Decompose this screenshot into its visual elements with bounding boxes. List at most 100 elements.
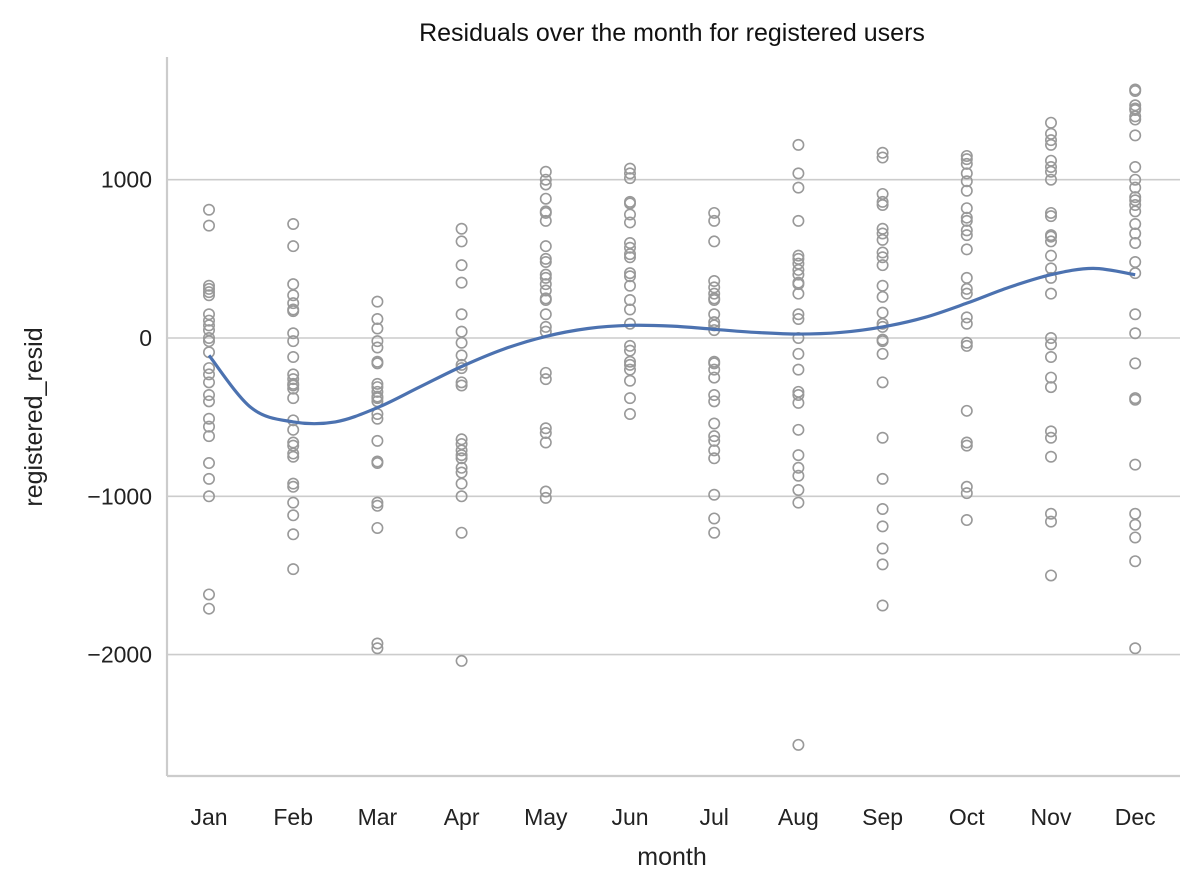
data-point xyxy=(1045,138,1058,151)
data-point xyxy=(623,270,636,283)
data-point xyxy=(455,325,468,338)
data-point xyxy=(371,642,384,655)
data-point xyxy=(708,444,721,457)
data-point xyxy=(287,289,300,302)
data-point xyxy=(287,423,300,436)
data-point xyxy=(623,208,636,221)
data-point xyxy=(1129,205,1142,218)
data-point xyxy=(203,430,216,443)
data-point xyxy=(876,233,889,246)
data-point xyxy=(455,336,468,349)
data-point xyxy=(287,480,300,493)
data-point xyxy=(1129,218,1142,231)
data-point xyxy=(708,488,721,501)
data-point xyxy=(792,347,805,360)
data-point xyxy=(623,358,636,371)
data-point xyxy=(792,268,805,281)
data-point xyxy=(287,392,300,405)
data-point xyxy=(876,558,889,571)
data-point xyxy=(1129,181,1142,194)
data-point xyxy=(1045,116,1058,129)
y-axis-label: registered_resid xyxy=(20,327,48,506)
data-point xyxy=(1045,569,1058,582)
data-point xyxy=(1129,237,1142,250)
y-gridlines xyxy=(167,178,1180,656)
data-point xyxy=(708,395,721,408)
data-point xyxy=(371,385,384,398)
data-point xyxy=(960,439,973,452)
data-point xyxy=(792,461,805,474)
data-point xyxy=(539,294,552,307)
data-point xyxy=(623,216,636,229)
data-point xyxy=(1045,331,1058,344)
data-point xyxy=(1129,308,1142,321)
data-point xyxy=(623,374,636,387)
data-point xyxy=(455,349,468,362)
data-point xyxy=(792,263,805,276)
data-point xyxy=(371,377,384,390)
data-point xyxy=(1045,271,1058,284)
data-point xyxy=(960,317,973,330)
x-tick-label: Oct xyxy=(949,804,985,830)
data-point xyxy=(960,167,973,180)
y-tick-label: 0 xyxy=(139,325,152,351)
data-point xyxy=(792,167,805,180)
data-point xyxy=(287,477,300,490)
data-point xyxy=(876,599,889,612)
data-point xyxy=(287,278,300,291)
data-point xyxy=(876,259,889,272)
data-point xyxy=(1045,287,1058,300)
data-point xyxy=(792,423,805,436)
data-point xyxy=(287,509,300,522)
data-point xyxy=(371,434,384,447)
data-point xyxy=(792,181,805,194)
data-point xyxy=(539,206,552,219)
data-point xyxy=(708,363,721,376)
x-tick-labels: Jan Feb Mar Apr May Jun Jul Aug Sep Oct Nov Dec xyxy=(190,804,1155,830)
data-point xyxy=(1129,104,1142,117)
data-point xyxy=(455,449,468,462)
data-point xyxy=(1045,206,1058,219)
data-point xyxy=(960,229,973,242)
data-point xyxy=(539,491,552,504)
data-point xyxy=(960,339,973,352)
data-point xyxy=(792,214,805,227)
data-point xyxy=(455,444,468,457)
data-point xyxy=(287,528,300,541)
data-point xyxy=(792,249,805,262)
data-point xyxy=(792,449,805,462)
data-point xyxy=(876,472,889,485)
data-point xyxy=(371,457,384,470)
data-point xyxy=(792,396,805,409)
data-point xyxy=(708,417,721,430)
x-tick-label: Nov xyxy=(1031,804,1072,830)
data-point xyxy=(455,376,468,389)
scatter-points xyxy=(203,83,1142,751)
data-point xyxy=(1129,191,1142,204)
data-point xyxy=(539,252,552,265)
data-point xyxy=(203,319,216,332)
data-point xyxy=(1045,515,1058,528)
data-point xyxy=(203,420,216,433)
data-point xyxy=(455,379,468,392)
data-point xyxy=(708,214,721,227)
data-point xyxy=(203,602,216,615)
data-point xyxy=(623,392,636,405)
data-point xyxy=(1045,431,1058,444)
data-point xyxy=(1045,350,1058,363)
data-point xyxy=(203,490,216,503)
data-point xyxy=(287,218,300,231)
data-point xyxy=(708,316,721,329)
data-point xyxy=(876,347,889,360)
data-point xyxy=(203,314,216,327)
data-point xyxy=(960,282,973,295)
data-point xyxy=(876,251,889,264)
data-point xyxy=(455,452,468,465)
data-point xyxy=(708,371,721,384)
data-point xyxy=(455,235,468,248)
data-point xyxy=(371,357,384,370)
data-point xyxy=(792,388,805,401)
data-point xyxy=(1129,199,1142,212)
data-point xyxy=(1129,256,1142,269)
